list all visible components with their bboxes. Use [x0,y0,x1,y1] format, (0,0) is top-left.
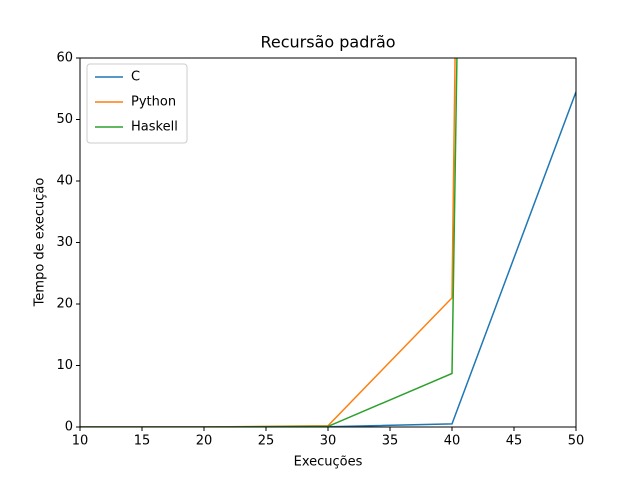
x-tick-label: 20 [196,434,213,449]
x-tick-label: 50 [568,434,585,449]
y-tick-label: 20 [56,297,73,312]
x-tick-label: 40 [444,434,461,449]
x-axis-label: Execuções [294,455,363,470]
y-tick-label: 50 [56,112,73,127]
legend-box [86,63,188,144]
x-tick-label: 25 [258,434,275,449]
y-tick-label: 60 [56,51,73,66]
series-line [80,58,458,427]
x-tick-label: 10 [72,434,89,449]
x-tick-label: 30 [320,434,337,449]
y-tick-label: 10 [56,358,73,373]
x-tick-label: 45 [506,434,523,449]
legend-label: Python [131,95,176,110]
legend-label: C [131,70,140,85]
chart-title: Recursão padrão [260,33,395,52]
y-tick-label: 40 [56,174,73,189]
legend-label: Haskell [131,120,178,135]
y-tick-label: 30 [56,235,73,250]
y-tick-label: 0 [65,420,73,435]
x-tick-label: 15 [134,434,151,449]
x-tick-label: 35 [382,434,399,449]
y-axis-label: Tempo de execução [33,178,48,308]
